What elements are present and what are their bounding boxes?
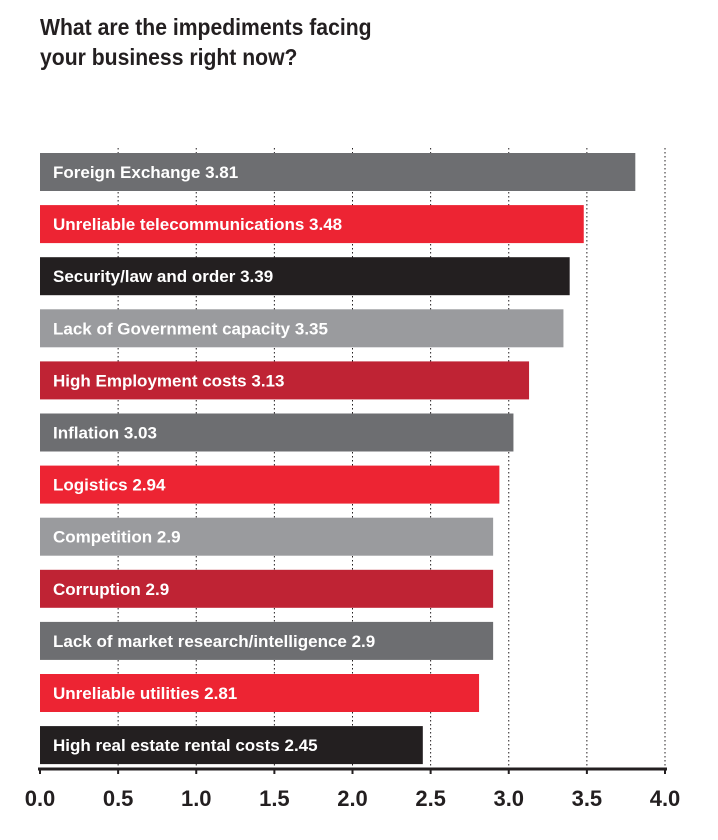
bar-label: Competition 2.9 — [53, 528, 181, 547]
bar-value-label: 3.39 — [240, 267, 273, 286]
bar-value-label: 2.81 — [204, 684, 237, 703]
chart-title-line-1: What are the impediments facing — [40, 14, 372, 40]
x-tick-label: 1.0 — [181, 786, 212, 811]
bar-label: Unreliable telecommunications 3.48 — [53, 215, 342, 234]
bar-value-label: 2.9 — [157, 528, 181, 547]
bar-value-label: 3.81 — [205, 163, 238, 182]
x-tick-label: 4.0 — [650, 786, 681, 811]
gridlines — [117, 148, 666, 769]
bar — [40, 205, 584, 244]
bar — [40, 674, 480, 712]
bar-category-label: Lack of market research/intelligence — [53, 632, 352, 651]
bar-category-label: High real estate rental costs — [53, 736, 284, 755]
bar-value-label: 3.03 — [124, 424, 157, 443]
bar-label: Inflation 3.03 — [53, 424, 157, 443]
bar-category-label: Lack of Government capacity — [53, 319, 295, 338]
x-tick-label: 2.0 — [337, 786, 368, 811]
bar-value-label: 3.35 — [295, 319, 328, 338]
bar — [40, 309, 564, 348]
bar-value-label: 2.9 — [146, 580, 170, 599]
bars: Foreign Exchange 3.81 Unreliable telecomm… — [40, 153, 636, 765]
bar-category-label: Corruption — [53, 580, 146, 599]
bar — [40, 413, 514, 452]
x-tick-label: 3.0 — [493, 786, 524, 811]
bar-category-label: Unreliable utilities — [53, 684, 204, 703]
bar-category-label: Competition — [53, 528, 157, 547]
bar-label: High Employment costs 3.13 — [53, 371, 284, 390]
bar — [40, 621, 494, 660]
x-axis-ticks: 0.0 0.5 1.0 1.5 2.0 2.5 3.0 3.5 4.0 — [25, 769, 681, 811]
bar-category-label: Security/law and order — [53, 267, 240, 286]
bar-value-label: 2.94 — [132, 476, 166, 495]
bar-label: Unreliable utilities 2.81 — [53, 684, 237, 703]
x-tick-label: 3.5 — [572, 786, 603, 811]
bar — [40, 153, 636, 191]
bar-label: Lack of market research/intelligence 2.9 — [53, 632, 375, 651]
bar-label: High real estate rental costs 2.45 — [53, 736, 318, 755]
bar-category-label: Inflation — [53, 424, 124, 443]
bar — [40, 517, 494, 556]
bar-category-label: Foreign Exchange — [53, 163, 205, 182]
bar-value-label: 2.9 — [352, 632, 376, 651]
bar — [40, 726, 423, 765]
bar-label: Lack of Government capacity 3.35 — [53, 319, 328, 338]
chart-title: What are the impediments facing your bus… — [40, 12, 372, 72]
bar — [40, 465, 500, 504]
bar-value-label: 3.48 — [309, 215, 342, 234]
bar — [40, 257, 570, 296]
x-tick-label: 0.0 — [25, 786, 56, 811]
bar-category-label: Logistics — [53, 476, 132, 495]
bar-value-label: 2.45 — [284, 736, 317, 755]
bar-label: Security/law and order 3.39 — [53, 267, 273, 286]
bar-label: Foreign Exchange 3.81 — [53, 163, 238, 182]
bar-value-label: 3.13 — [251, 371, 284, 390]
bar-category-label: Unreliable telecommunications — [53, 215, 309, 234]
x-tick-label: 2.5 — [415, 786, 446, 811]
x-tick-label: 1.5 — [259, 786, 290, 811]
bar-label: Logistics 2.94 — [53, 476, 166, 495]
chart-title-line-2: your business right now? — [40, 44, 298, 70]
bar — [40, 361, 530, 400]
x-tick-label: 0.5 — [103, 786, 134, 811]
bar-category-label: High Employment costs — [53, 371, 251, 390]
bar-label: Corruption 2.9 — [53, 580, 169, 599]
bar — [40, 569, 494, 608]
